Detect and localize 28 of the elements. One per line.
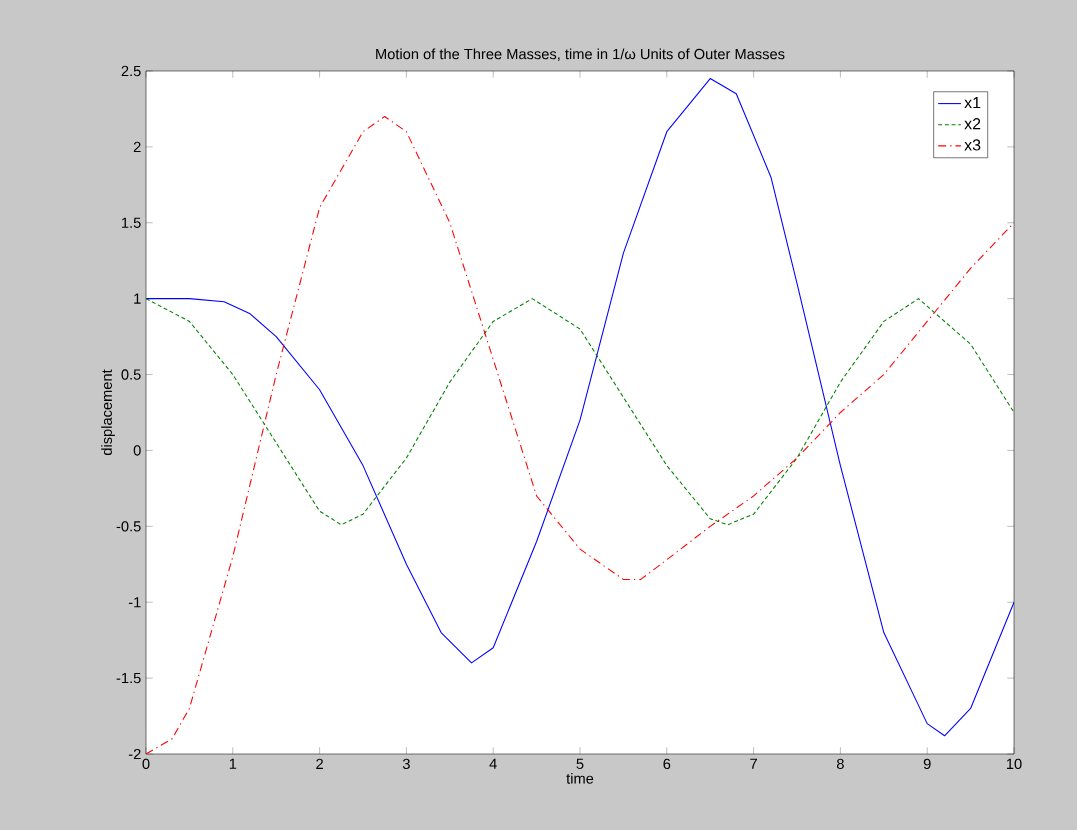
y-tick-label: -1.5 xyxy=(116,672,141,684)
legend-label: x3 xyxy=(964,139,981,151)
x-tick-label: 0 xyxy=(142,758,150,770)
x-tick-label: 2 xyxy=(316,758,323,769)
chart-title: Motion of the Three Masses, time in 1/ω Units of Outer Masses xyxy=(376,48,785,61)
x-tick-label: 3 xyxy=(402,758,410,770)
x-tick-label: 10 xyxy=(1006,758,1022,770)
y-tick-label: 1.5 xyxy=(122,217,141,228)
x-tick-label: 8 xyxy=(836,758,844,770)
y-tick-label: 0 xyxy=(133,445,141,456)
x-tick-label: 9 xyxy=(923,758,931,770)
y-tick-label: 2 xyxy=(133,141,141,152)
y-tick-label: -1 xyxy=(128,597,141,608)
x-axis-title: time xyxy=(566,772,594,784)
y-tick-label: 2.5 xyxy=(121,65,141,77)
y-tick-label: 1 xyxy=(134,293,141,304)
y-tick-label: -0.5 xyxy=(116,521,141,532)
y-tick-label: 0.5 xyxy=(121,369,141,380)
x-tick-label: 1 xyxy=(229,758,237,769)
y-tick-label: -2 xyxy=(128,748,141,760)
x-tick-label: 6 xyxy=(663,758,671,770)
legend-label: x2 xyxy=(964,118,981,130)
line-series xyxy=(146,298,1015,526)
y-axis-title: displacement xyxy=(101,369,115,456)
x-tick-label: 4 xyxy=(489,758,497,769)
legend-label: x1 xyxy=(964,97,981,109)
x-tick-label: 7 xyxy=(750,758,757,769)
x-tick-label: 5 xyxy=(576,758,584,769)
